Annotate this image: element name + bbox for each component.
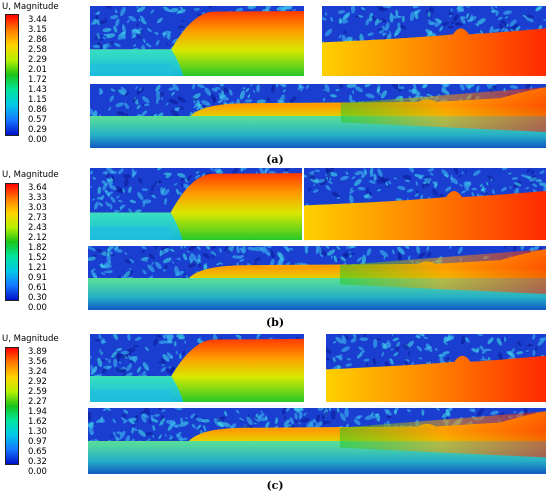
- tick-label: 1.72: [28, 75, 47, 85]
- tick-label: 2.29: [28, 55, 47, 65]
- tick-label: 2.58: [28, 45, 47, 55]
- flow-field-upstream: [90, 334, 304, 402]
- tick-label: 2.01: [28, 65, 47, 75]
- caption-b: (b): [265, 316, 285, 329]
- tick-label: 1.15: [28, 95, 47, 105]
- caption-c: (c): [266, 479, 284, 492]
- tick-label: 1.43: [28, 85, 47, 95]
- colorbar: [5, 183, 19, 301]
- tick-label: 3.24: [28, 367, 47, 377]
- tick-label: 0.57: [28, 115, 47, 125]
- tick-label: 3.89: [28, 347, 47, 357]
- tick-label: 0.30: [28, 293, 47, 303]
- colorbar: [5, 14, 19, 136]
- flow-field-full: [90, 84, 546, 148]
- flow-field-upstream: [90, 168, 302, 240]
- tick-label: 1.62: [28, 417, 47, 427]
- legend-title: U, Magnitude: [2, 170, 59, 180]
- flow-field-downstream: [322, 6, 546, 76]
- flow-field-full: [88, 408, 546, 474]
- flow-field-downstream: [304, 168, 546, 240]
- colorbar: [5, 347, 19, 465]
- flow-field-full: [88, 246, 546, 310]
- tick-label: 0.86: [28, 105, 47, 115]
- caption-a: (a): [266, 153, 284, 166]
- flow-field-upstream: [90, 6, 304, 76]
- tick-label: 2.92: [28, 377, 47, 387]
- tick-label: 1.94: [28, 407, 47, 417]
- tick-label: 0.00: [28, 467, 47, 477]
- tick-label: 3.03: [28, 203, 47, 213]
- tick-label: 0.65: [28, 447, 47, 457]
- tick-label: 3.44: [28, 15, 47, 25]
- tick-label: 3.33: [28, 193, 47, 203]
- tick-label: 0.00: [28, 135, 47, 145]
- flow-field-downstream: [326, 334, 546, 402]
- tick-label: 0.61: [28, 283, 47, 293]
- tick-label: 0.32: [28, 457, 47, 467]
- tick-label: 2.12: [28, 233, 47, 243]
- tick-label: 1.82: [28, 243, 47, 253]
- tick-label: 1.52: [28, 253, 47, 263]
- tick-label: 0.29: [28, 125, 47, 135]
- tick-label: 3.56: [28, 357, 47, 367]
- tick-label: 2.43: [28, 223, 47, 233]
- tick-label: 2.73: [28, 213, 47, 223]
- tick-label: 1.21: [28, 263, 47, 273]
- tick-label: 0.97: [28, 437, 47, 447]
- tick-label: 2.59: [28, 387, 47, 397]
- tick-label: 3.64: [28, 183, 47, 193]
- tick-label: 2.27: [28, 397, 47, 407]
- tick-label: 0.91: [28, 273, 47, 283]
- tick-label: 1.30: [28, 427, 47, 437]
- tick-label: 2.86: [28, 35, 47, 45]
- legend-title: U, Magnitude: [2, 334, 59, 344]
- tick-label: 0.00: [28, 303, 47, 313]
- tick-label: 3.15: [28, 25, 47, 35]
- legend-title: U, Magnitude: [2, 2, 59, 12]
